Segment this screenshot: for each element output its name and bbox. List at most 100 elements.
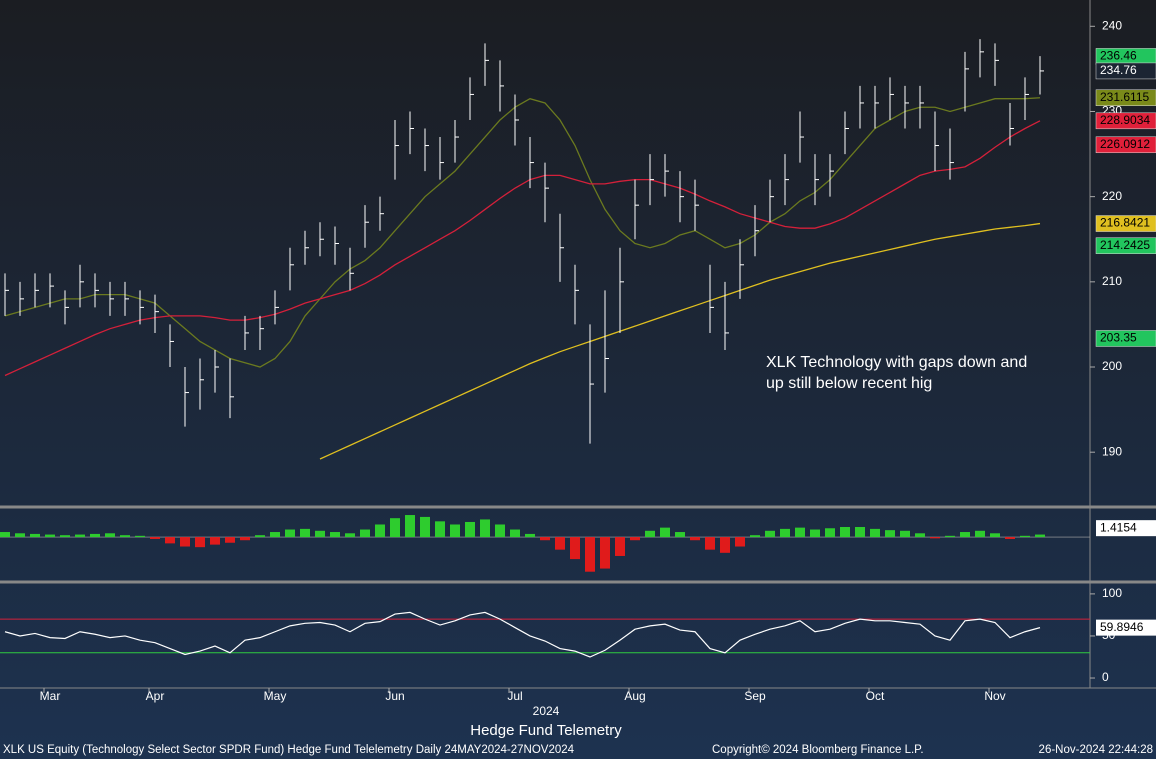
histogram-bar bbox=[900, 530, 910, 538]
histogram-bar bbox=[735, 537, 745, 547]
histogram-bar bbox=[600, 537, 610, 569]
moving-average bbox=[4, 97, 1041, 368]
histogram-bar bbox=[645, 530, 655, 538]
histogram-bar bbox=[930, 537, 940, 539]
x-tick-label: Jun bbox=[385, 689, 404, 703]
chart-title: Hedge Fund Telemetry bbox=[470, 722, 622, 739]
price-label-box bbox=[1095, 237, 1156, 254]
histogram-bar bbox=[1005, 537, 1015, 539]
histogram-bar bbox=[0, 532, 10, 538]
x-tick-label: Mar bbox=[40, 689, 61, 703]
x-tick-label: May bbox=[264, 689, 287, 703]
value-label: 1.4154 bbox=[1100, 520, 1137, 534]
x-tick-label: Jul bbox=[507, 689, 522, 703]
annotation: XLK Technology with gaps down and up sti… bbox=[766, 354, 1028, 392]
histogram-bar bbox=[390, 518, 400, 538]
price-label-box bbox=[1095, 136, 1156, 154]
histogram-bar bbox=[90, 533, 100, 538]
histogram-bar bbox=[240, 537, 250, 541]
histogram-bar bbox=[120, 535, 130, 538]
histogram-bar bbox=[885, 530, 895, 538]
histogram-bar bbox=[975, 530, 985, 538]
price-label-box bbox=[1095, 330, 1156, 347]
histogram-bar bbox=[570, 537, 580, 560]
moving-average bbox=[4, 120, 1041, 377]
histogram-bar bbox=[75, 534, 85, 538]
histogram-bar bbox=[150, 537, 160, 539]
histogram-bar bbox=[720, 537, 730, 553]
histogram-bar bbox=[285, 529, 295, 538]
footer-left: XLK US Equity (Technology Select Sector … bbox=[3, 744, 575, 756]
histogram-bar bbox=[870, 528, 880, 538]
x-tick-label: Oct bbox=[866, 689, 885, 703]
x-tick-label: Nov bbox=[984, 689, 1005, 703]
y-tick-label: 210 bbox=[1102, 274, 1122, 288]
footer-right: 26-Nov-2024 22:44:28 bbox=[1039, 744, 1153, 756]
rsi-line bbox=[4, 611, 1041, 658]
histogram-bar bbox=[360, 529, 370, 538]
price-label-box bbox=[1095, 89, 1156, 106]
histogram-bar bbox=[990, 533, 1000, 538]
histogram-bar bbox=[330, 532, 340, 538]
price-label: 236.46 bbox=[1100, 49, 1137, 63]
histogram-bar bbox=[525, 533, 535, 538]
moving-average bbox=[319, 222, 1041, 460]
histogram-bar bbox=[660, 527, 670, 538]
histogram-bar bbox=[210, 537, 220, 545]
histogram-bar bbox=[195, 537, 205, 548]
histogram-bar bbox=[375, 524, 385, 538]
histogram-bar bbox=[750, 535, 760, 538]
histogram-bar bbox=[615, 537, 625, 556]
y-tick-label: 200 bbox=[1102, 359, 1122, 373]
y-tick-label: 220 bbox=[1102, 189, 1122, 203]
price-label: 216.8421 bbox=[1100, 216, 1150, 230]
histogram-bar bbox=[960, 532, 970, 538]
histogram-bar bbox=[795, 527, 805, 538]
value-label: 59.8946 bbox=[1100, 620, 1144, 634]
price-label: 231.6115 bbox=[1100, 90, 1149, 104]
histogram-bar bbox=[765, 530, 775, 538]
histogram-bar bbox=[825, 528, 835, 538]
histogram-bar bbox=[780, 528, 790, 538]
histogram-bar bbox=[315, 530, 325, 538]
histogram-bar bbox=[840, 527, 850, 538]
value-label-box bbox=[1096, 520, 1156, 537]
price-label-box bbox=[1095, 62, 1156, 80]
price-label: 228.9034 bbox=[1100, 113, 1150, 127]
histogram-bar bbox=[555, 537, 565, 550]
histogram-bar bbox=[15, 533, 25, 538]
histogram-bar bbox=[105, 533, 115, 538]
histogram-bar bbox=[945, 535, 955, 538]
price-label: 234.76 bbox=[1100, 63, 1137, 77]
y-tick-label: 100 bbox=[1102, 586, 1122, 600]
y-tick-label: 190 bbox=[1102, 444, 1122, 458]
histogram-bar bbox=[915, 533, 925, 538]
histogram-bar bbox=[435, 521, 445, 538]
price-label-box bbox=[1095, 215, 1156, 232]
price-label: 226.0912 bbox=[1100, 137, 1150, 151]
value-label-box bbox=[1096, 619, 1156, 636]
histogram-bar bbox=[405, 515, 415, 538]
histogram-bar bbox=[705, 537, 715, 550]
y-tick-label: 240 bbox=[1102, 18, 1122, 32]
histogram-bar bbox=[690, 537, 700, 541]
histogram-bar bbox=[180, 537, 190, 547]
y-tick-label: 0 bbox=[1102, 670, 1109, 684]
histogram-bar bbox=[135, 535, 145, 538]
histogram-bar bbox=[450, 524, 460, 538]
histogram-bar bbox=[855, 527, 865, 538]
histogram-bar bbox=[495, 524, 505, 538]
price-label: 214.2425 bbox=[1100, 238, 1150, 252]
histogram-bar bbox=[540, 537, 550, 541]
histogram-bar bbox=[1020, 535, 1030, 538]
histogram-bar bbox=[585, 537, 595, 572]
histogram-bar bbox=[60, 535, 70, 538]
histogram-bar bbox=[345, 533, 355, 538]
histogram-bar bbox=[1035, 534, 1045, 538]
histogram-bar bbox=[465, 521, 475, 538]
x-tick-label: Aug bbox=[624, 689, 645, 703]
histogram-bar bbox=[630, 537, 640, 541]
price-label: 203.35 bbox=[1100, 331, 1137, 345]
